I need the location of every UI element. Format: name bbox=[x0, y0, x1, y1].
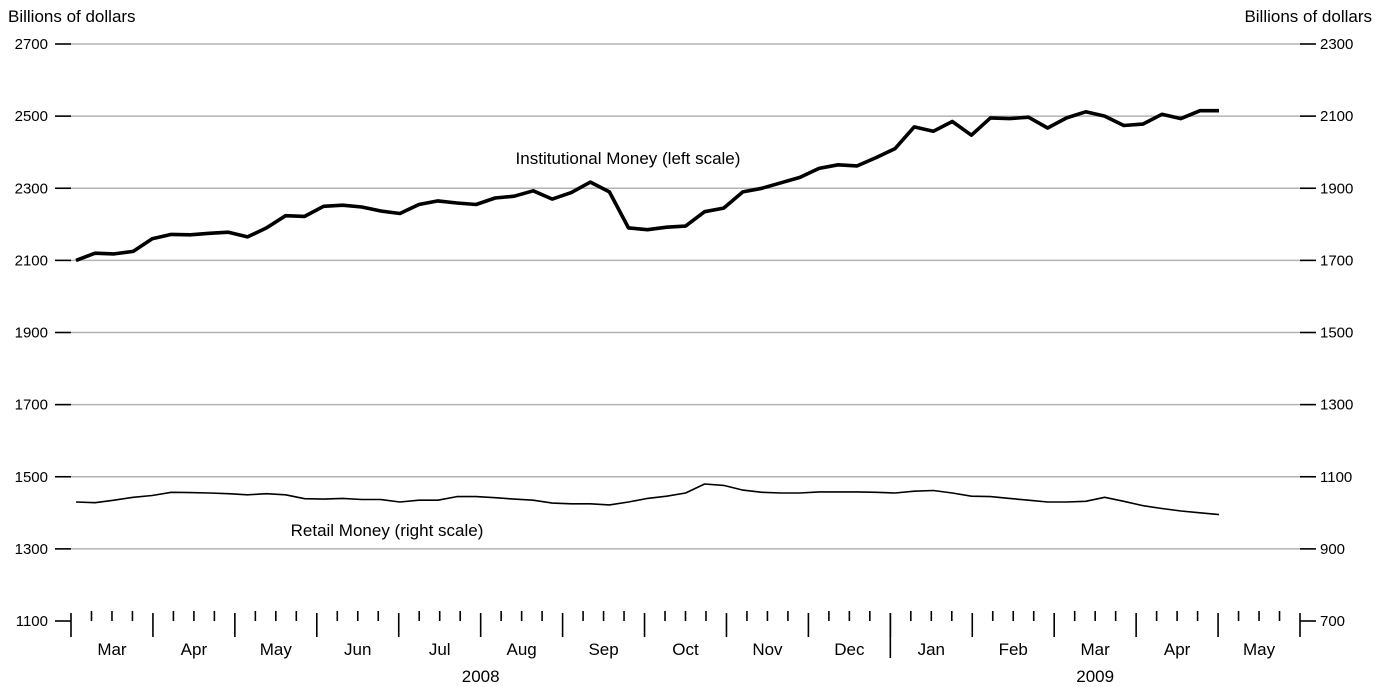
month-label: Apr bbox=[1164, 640, 1191, 659]
left-y-tick-label: 1700 bbox=[15, 397, 48, 414]
left-y-tick-label: 2700 bbox=[15, 36, 48, 53]
left-axis-title: Billions of dollars bbox=[8, 7, 136, 26]
left-y-tick-label: 1100 bbox=[16, 613, 48, 630]
institutional-money-line bbox=[75, 108, 1219, 263]
month-label: May bbox=[260, 640, 293, 659]
month-label: Aug bbox=[507, 640, 537, 659]
month-label: Mar bbox=[1081, 640, 1111, 659]
label-layer: Billions of dollars Billions of dollars … bbox=[8, 7, 1372, 540]
right-y-tick-label: 1700 bbox=[1320, 252, 1353, 269]
right-y-tick-label: 2300 bbox=[1320, 36, 1353, 53]
right-y-tick-label: 900 bbox=[1320, 541, 1345, 558]
grid-layer bbox=[71, 43, 1300, 550]
month-label: Dec bbox=[834, 640, 865, 659]
left-y-tick-label: 2300 bbox=[15, 180, 48, 197]
right-y-tick-label: 2100 bbox=[1320, 108, 1353, 125]
right-y-tick-label: 1900 bbox=[1320, 180, 1353, 197]
left-y-tick-label: 1300 bbox=[15, 541, 48, 558]
month-label: Apr bbox=[181, 640, 208, 659]
month-label: Jul bbox=[429, 640, 451, 659]
month-label: Oct bbox=[672, 640, 699, 659]
month-label: Nov bbox=[752, 640, 783, 659]
retail-series-label: Retail Money (right scale) bbox=[291, 521, 484, 540]
left-y-tick-label: 2100 bbox=[15, 252, 48, 269]
month-label: Sep bbox=[588, 640, 618, 659]
month-label: May bbox=[1243, 640, 1276, 659]
left-y-tick-label: 1900 bbox=[15, 325, 48, 342]
right-axis-title: Billions of dollars bbox=[1244, 7, 1372, 26]
series-layer bbox=[75, 108, 1220, 516]
institutional-series-label: Institutional Money (left scale) bbox=[516, 149, 741, 168]
right-y-tick-label: 1100 bbox=[1320, 469, 1352, 486]
month-label: Feb bbox=[999, 640, 1028, 659]
retail-money-line bbox=[75, 483, 1220, 516]
month-label: Jun bbox=[344, 640, 371, 659]
right-y-tick-label: 700 bbox=[1320, 613, 1345, 630]
axis-layer: 2700 2500 2300 2100 1900 1700 1500 1300 1100 2300… bbox=[15, 36, 1354, 686]
month-label: Jan bbox=[918, 640, 945, 659]
right-y-tick-label: 1300 bbox=[1320, 397, 1353, 414]
year-label: 2009 bbox=[1076, 667, 1114, 686]
year-label: 2008 bbox=[462, 667, 500, 686]
month-label: Mar bbox=[97, 640, 127, 659]
left-y-tick-label: 1500 bbox=[15, 469, 48, 486]
left-y-tick-label: 2500 bbox=[15, 108, 48, 125]
right-y-tick-label: 1500 bbox=[1320, 325, 1353, 342]
